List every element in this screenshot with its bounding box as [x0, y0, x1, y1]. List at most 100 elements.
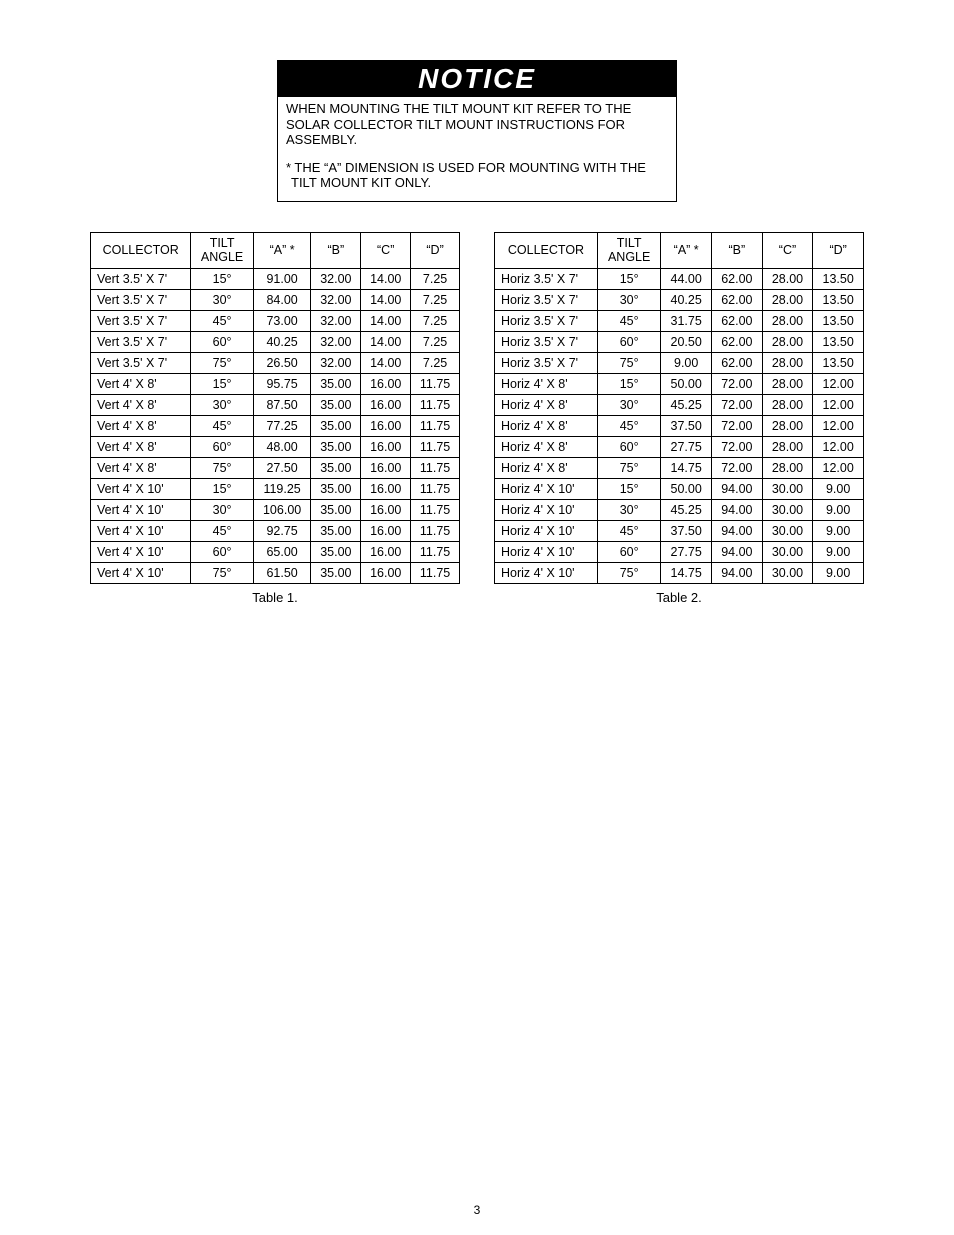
notice-para-1: WHEN MOUNTING THE TILT MOUNT KIT REFER T… — [286, 101, 668, 148]
cell-value: 95.75 — [253, 373, 311, 394]
table-1-header-row: COLLECTOR TILTANGLE “A” * “B” “C” “D” — [91, 232, 460, 268]
cell-value: 60° — [597, 331, 660, 352]
col-tilt-angle: TILTANGLE — [191, 232, 253, 268]
cell-collector: Vert 3.5' X 7' — [91, 331, 191, 352]
cell-value: 30.00 — [762, 562, 813, 583]
table-row: Horiz 4' X 10'30°45.2594.0030.009.00 — [495, 499, 864, 520]
cell-value: 45° — [597, 520, 660, 541]
cell-value: 12.00 — [813, 415, 864, 436]
table-row: Horiz 4' X 8'15°50.0072.0028.0012.00 — [495, 373, 864, 394]
cell-value: 32.00 — [311, 310, 361, 331]
cell-value: 12.00 — [813, 394, 864, 415]
cell-value: 30° — [191, 499, 253, 520]
table-row: Horiz 4' X 10'45°37.5094.0030.009.00 — [495, 520, 864, 541]
cell-value: 11.75 — [411, 415, 460, 436]
table-row: Vert 3.5' X 7'15°91.0032.0014.007.25 — [91, 268, 460, 289]
cell-collector: Vert 4' X 10' — [91, 541, 191, 562]
cell-value: 62.00 — [712, 331, 763, 352]
cell-value: 16.00 — [361, 541, 411, 562]
cell-value: 11.75 — [411, 541, 460, 562]
cell-value: 11.75 — [411, 520, 460, 541]
col-d: “D” — [813, 232, 864, 268]
cell-value: 75° — [191, 562, 253, 583]
col-collector: COLLECTOR — [495, 232, 598, 268]
table-2: COLLECTOR TILTANGLE “A” * “B” “C” “D” Ho… — [494, 232, 864, 584]
col-c: “C” — [762, 232, 813, 268]
cell-collector: Vert 4' X 8' — [91, 415, 191, 436]
cell-value: 27.50 — [253, 457, 311, 478]
cell-value: 7.25 — [411, 310, 460, 331]
cell-value: 15° — [597, 268, 660, 289]
cell-collector: Vert 4' X 10' — [91, 520, 191, 541]
table-2-caption: Table 2. — [494, 590, 864, 605]
cell-collector: Horiz 3.5' X 7' — [495, 331, 598, 352]
col-collector: COLLECTOR — [91, 232, 191, 268]
cell-value: 35.00 — [311, 541, 361, 562]
cell-value: 15° — [191, 373, 253, 394]
notice-heading: NOTICE — [410, 61, 544, 97]
cell-value: 11.75 — [411, 373, 460, 394]
tables-row: COLLECTOR TILTANGLE “A” * “B” “C” “D” Ve… — [90, 232, 864, 605]
cell-value: 45° — [191, 520, 253, 541]
cell-value: 28.00 — [762, 373, 813, 394]
cell-value: 45° — [191, 415, 253, 436]
cell-value: 32.00 — [311, 352, 361, 373]
table-row: Vert 4' X 8'60°48.0035.0016.0011.75 — [91, 436, 460, 457]
cell-value: 35.00 — [311, 457, 361, 478]
cell-value: 28.00 — [762, 415, 813, 436]
cell-value: 72.00 — [712, 436, 763, 457]
cell-value: 16.00 — [361, 436, 411, 457]
cell-value: 32.00 — [311, 268, 361, 289]
col-tilt-angle-label: TILTANGLE — [201, 236, 243, 264]
cell-value: 62.00 — [712, 268, 763, 289]
cell-value: 30.00 — [762, 478, 813, 499]
cell-collector: Horiz 4' X 10' — [495, 541, 598, 562]
notice-para-2: * THE “A” DIMENSION IS USED FOR MOUNTING… — [286, 160, 668, 191]
table-row: Horiz 4' X 10'60°27.7594.0030.009.00 — [495, 541, 864, 562]
cell-value: 119.25 — [253, 478, 311, 499]
cell-value: 84.00 — [253, 289, 311, 310]
table-row: Vert 3.5' X 7'60°40.2532.0014.007.25 — [91, 331, 460, 352]
cell-value: 11.75 — [411, 457, 460, 478]
cell-value: 12.00 — [813, 436, 864, 457]
cell-value: 16.00 — [361, 394, 411, 415]
table-1-wrap: COLLECTOR TILTANGLE “A” * “B” “C” “D” Ve… — [90, 232, 460, 605]
col-b: “B” — [712, 232, 763, 268]
cell-value: 12.00 — [813, 373, 864, 394]
cell-value: 65.00 — [253, 541, 311, 562]
cell-collector: Vert 4' X 10' — [91, 562, 191, 583]
cell-value: 16.00 — [361, 478, 411, 499]
cell-value: 9.00 — [661, 352, 712, 373]
cell-collector: Horiz 4' X 10' — [495, 499, 598, 520]
table-row: Horiz 4' X 8'30°45.2572.0028.0012.00 — [495, 394, 864, 415]
cell-value: 44.00 — [661, 268, 712, 289]
cell-value: 72.00 — [712, 373, 763, 394]
cell-value: 35.00 — [311, 394, 361, 415]
cell-collector: Horiz 3.5' X 7' — [495, 268, 598, 289]
table-2-header-row: COLLECTOR TILTANGLE “A” * “B” “C” “D” — [495, 232, 864, 268]
cell-value: 14.00 — [361, 310, 411, 331]
cell-value: 72.00 — [712, 415, 763, 436]
cell-value: 15° — [597, 373, 660, 394]
col-a: “A” * — [661, 232, 712, 268]
cell-value: 45° — [597, 415, 660, 436]
cell-value: 28.00 — [762, 310, 813, 331]
table-row: Horiz 3.5' X 7'30°40.2562.0028.0013.50 — [495, 289, 864, 310]
cell-value: 30° — [597, 289, 660, 310]
cell-collector: Vert 4' X 8' — [91, 373, 191, 394]
cell-value: 73.00 — [253, 310, 311, 331]
cell-value: 30° — [597, 499, 660, 520]
cell-value: 60° — [191, 541, 253, 562]
cell-value: 30.00 — [762, 520, 813, 541]
cell-value: 28.00 — [762, 331, 813, 352]
col-a: “A” * — [253, 232, 311, 268]
cell-value: 45° — [597, 310, 660, 331]
cell-value: 35.00 — [311, 520, 361, 541]
cell-collector: Horiz 4' X 10' — [495, 520, 598, 541]
cell-collector: Vert 4' X 10' — [91, 478, 191, 499]
cell-value: 40.25 — [661, 289, 712, 310]
page-number: 3 — [0, 1203, 954, 1217]
cell-collector: Horiz 4' X 10' — [495, 478, 598, 499]
cell-collector: Horiz 4' X 10' — [495, 562, 598, 583]
cell-value: 62.00 — [712, 289, 763, 310]
